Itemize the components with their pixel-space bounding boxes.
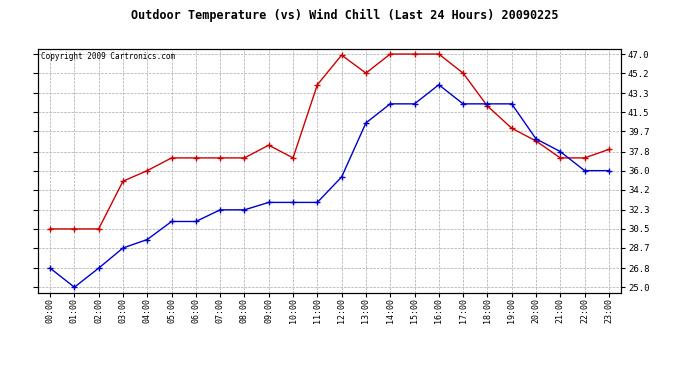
- Text: Outdoor Temperature (vs) Wind Chill (Last 24 Hours) 20090225: Outdoor Temperature (vs) Wind Chill (Las…: [131, 9, 559, 22]
- Text: Copyright 2009 Cartronics.com: Copyright 2009 Cartronics.com: [41, 53, 175, 62]
